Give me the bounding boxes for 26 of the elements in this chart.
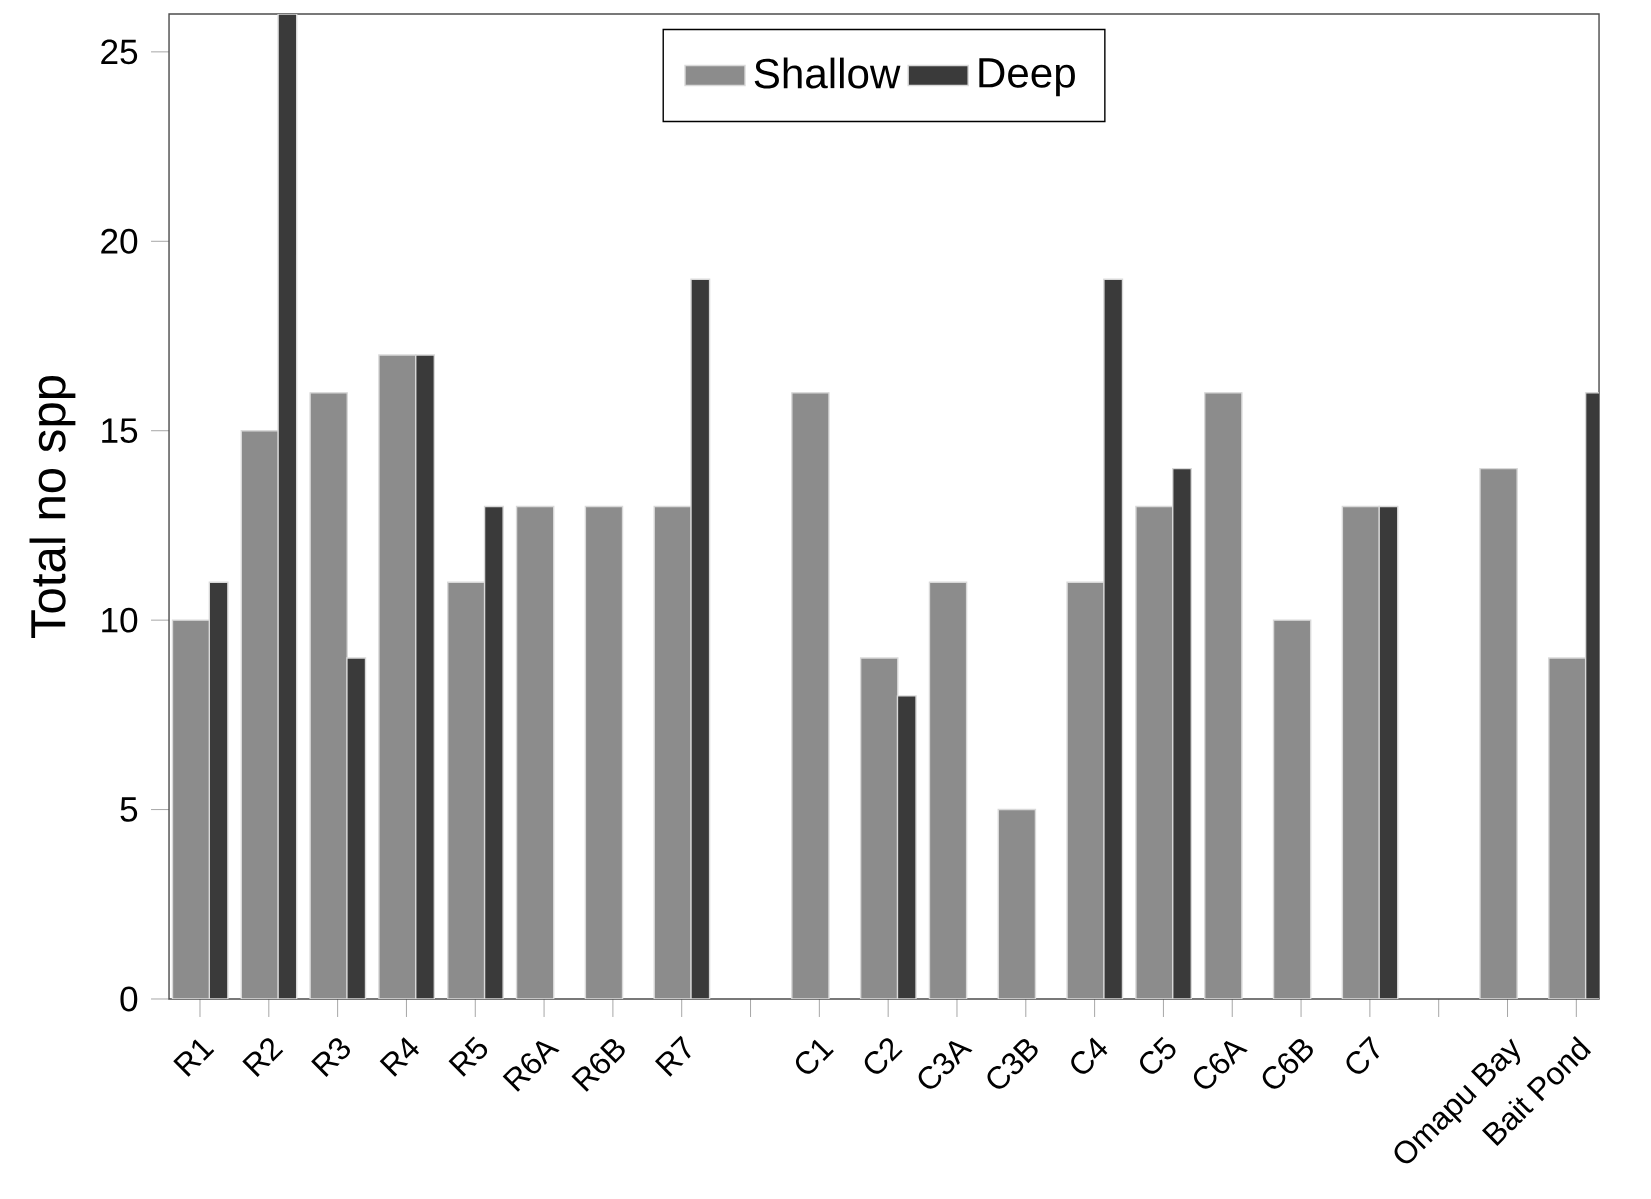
x-tick-label: C7 <box>1346 1035 1380 1074</box>
x-tick-label: R7 <box>654 1035 691 1077</box>
x-tick-label: R2 <box>242 1038 284 1077</box>
legend-label: Deep <box>979 58 1075 97</box>
x-tick-label: C1 <box>795 1039 834 1074</box>
x-tick-label: C2 <box>864 1038 903 1074</box>
x-tick-label: C5 <box>1140 1036 1176 1074</box>
y-tick-label: 20 <box>101 228 138 254</box>
y-tick-label: 25 <box>101 39 138 65</box>
x-tick-label: R6B <box>571 1039 625 1092</box>
y-tick-label: 10 <box>102 607 138 633</box>
x-tick-label: R1 <box>173 1039 215 1077</box>
x-tick-label: C6B <box>1262 1039 1313 1089</box>
legend-label: Shallow <box>754 57 901 89</box>
x-tick-label: R6A <box>502 1041 560 1092</box>
x-tick-label: C6A <box>1193 1041 1248 1089</box>
y-tick-label: 5 <box>120 797 138 822</box>
y-tick-label: 0 <box>120 986 138 1012</box>
x-tick-label: R5 <box>448 1036 488 1077</box>
x-tick-label: C4 <box>1071 1037 1108 1074</box>
x-tick-label: R3 <box>311 1038 350 1077</box>
x-tick-label: C3B <box>987 1039 1038 1089</box>
y-axis-title: Total no spp <box>29 375 76 639</box>
y-tick-label: 15 <box>102 418 138 443</box>
x-tick-label: C3A <box>918 1041 973 1089</box>
x-tick-label: R4 <box>379 1037 420 1077</box>
